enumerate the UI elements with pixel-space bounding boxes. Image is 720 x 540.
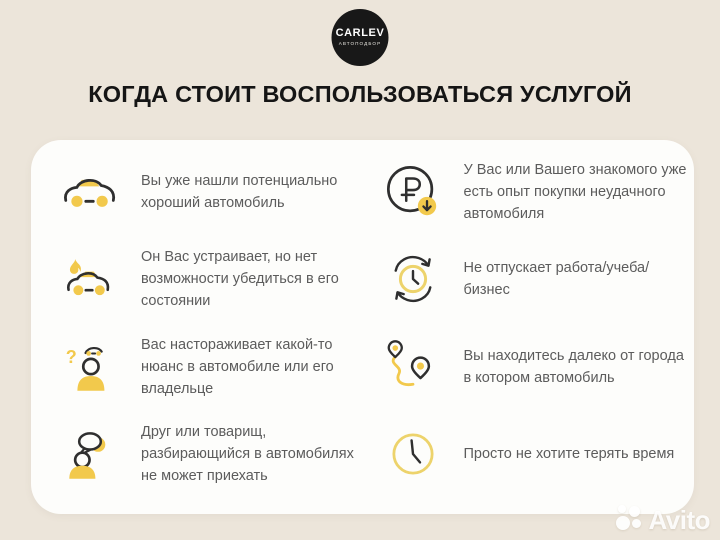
svg-text:?: ? [66,347,77,367]
item-text: Друг или товарищ, разбирающийся в автомо… [141,424,354,485]
logo-subtitle-text: АВТОПОДБОР [338,40,382,46]
item-text: Вы уже нашли потенциально хороший автомо… [141,172,338,211]
benefit-item: Он Вас устраивает, но нет возможности уб… [61,236,344,324]
ruble-loss-icon [384,163,442,221]
car-icon [61,172,119,212]
item-text: Не отпускает работа/учеба/ бизнес [463,260,650,299]
item-text: У Вас или Вашего знакомого уже есть опыт… [463,161,687,222]
benefit-item: Вы уже нашли потенциально хороший автомо… [61,148,344,236]
item-text: Он Вас устраивает, но нет возможности уб… [141,249,339,310]
item-text: Вы находитесь далеко от города в котором… [463,347,684,386]
avito-label: Avito [648,504,710,535]
logo-brand-text: CARLEV [335,27,385,40]
benefit-item: Не отпускает работа/учеба/ бизнес [384,236,667,324]
content-card: Вы уже нашли потенциально хороший автомо… [31,140,694,514]
clock-icon [384,426,442,482]
car-fire-icon [61,258,119,301]
avito-logo-icon [616,504,643,531]
route-pins-icon [384,339,442,395]
item-text: Вас настораживает какой-то нюанс в автом… [141,336,334,397]
benefit-item: Друг или товарищ, разбирающийся в автомо… [61,411,354,499]
benefit-item: Просто не хотите терять время [384,411,675,499]
benefit-item: Вы находитесь далеко от города в котором… [384,323,684,411]
person-question-icon: ? [61,342,119,392]
avito-watermark: Avito [616,504,710,535]
clock-refresh-icon [384,251,442,307]
person-chat-icon [61,430,119,479]
carlev-logo: CARLEV АВТОПОДБОР [331,9,389,66]
page-title: КОГДА СТОИТ ВОСПОЛЬЗОВАТЬСЯ УСЛУГОЙ [88,81,632,107]
benefit-item: ? Вас настораживает какой-то нюанс в авт… [61,323,344,411]
item-text: Просто не хотите терять время [463,446,675,463]
benefit-item: У Вас или Вашего знакомого уже есть опыт… [384,148,687,236]
